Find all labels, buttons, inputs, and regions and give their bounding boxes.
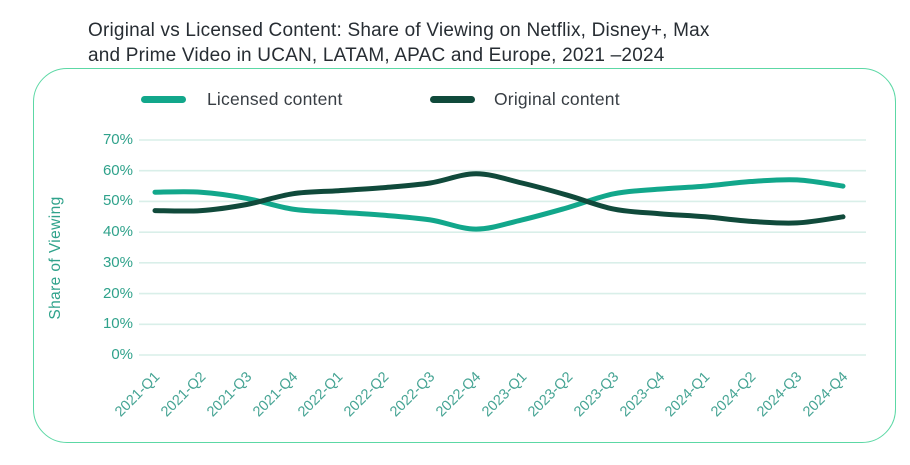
- legend-swatch-original-icon: [430, 96, 475, 103]
- legend-swatch-licensed-icon: [141, 96, 186, 103]
- chart-card-border: [33, 68, 896, 443]
- series-line-original: [152, 171, 846, 226]
- legend-label-licensed: Licensed content: [207, 89, 343, 109]
- chart-title-line-2: and Prime Video in UCAN, LATAM, APAC and…: [88, 45, 665, 66]
- chart-title: Original vs Licensed Content: Share of V…: [88, 18, 888, 68]
- legend-label-original: Original content: [494, 89, 620, 109]
- chart-title-line-1: Original vs Licensed Content: Share of V…: [88, 20, 710, 41]
- series-line-licensed: [152, 177, 846, 232]
